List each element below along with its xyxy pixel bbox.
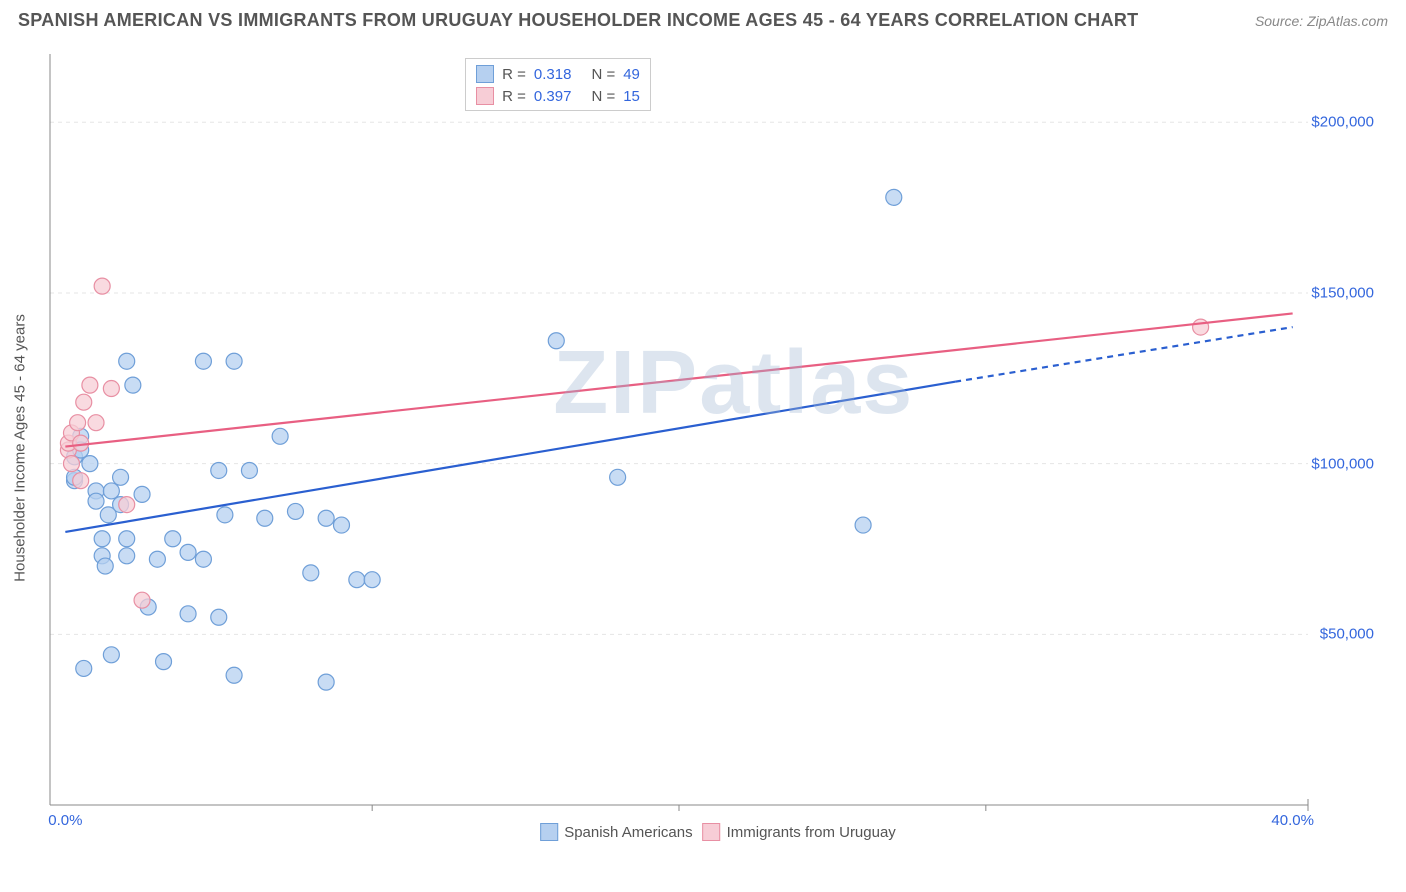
- r-value: 0.318: [534, 66, 572, 83]
- n-label: N =: [591, 66, 615, 83]
- series-legend: Spanish Americans Immigrants from Uruguay: [540, 823, 896, 841]
- n-label: N =: [591, 88, 615, 105]
- series-label: Spanish Americans: [564, 824, 692, 841]
- chart-title: SPANISH AMERICAN VS IMMIGRANTS FROM URUG…: [18, 10, 1138, 31]
- y-axis-label: Householder Income Ages 45 - 64 years: [12, 314, 29, 582]
- r-label: R =: [502, 88, 526, 105]
- legend-swatch-icon: [540, 823, 558, 841]
- correlation-row: R = 0.318 N = 49: [476, 63, 640, 85]
- y-tick-label: $50,000: [1320, 626, 1374, 643]
- series-label: Immigrants from Uruguay: [727, 824, 896, 841]
- r-label: R =: [502, 66, 526, 83]
- n-value: 49: [623, 66, 640, 83]
- series-legend-item: Spanish Americans: [540, 823, 692, 841]
- series-legend-item: Immigrants from Uruguay: [703, 823, 896, 841]
- plot-area: Householder Income Ages 45 - 64 years ZI…: [48, 50, 1388, 845]
- scatter-svg: [48, 50, 1388, 845]
- y-tick-label: $100,000: [1311, 455, 1374, 472]
- correlation-legend: R = 0.318 N = 49 R = 0.397 N = 15: [465, 58, 651, 111]
- x-tick-label: 0.0%: [48, 812, 82, 829]
- y-tick-label: $200,000: [1311, 114, 1374, 131]
- y-tick-label: $150,000: [1311, 284, 1374, 301]
- correlation-row: R = 0.397 N = 15: [476, 85, 640, 107]
- r-value: 0.397: [534, 88, 572, 105]
- source-text: Source: ZipAtlas.com: [1255, 13, 1388, 29]
- legend-swatch-icon: [703, 823, 721, 841]
- n-value: 15: [623, 88, 640, 105]
- legend-swatch-icon: [476, 87, 494, 105]
- legend-swatch-icon: [476, 65, 494, 83]
- x-tick-label: 40.0%: [1271, 812, 1314, 829]
